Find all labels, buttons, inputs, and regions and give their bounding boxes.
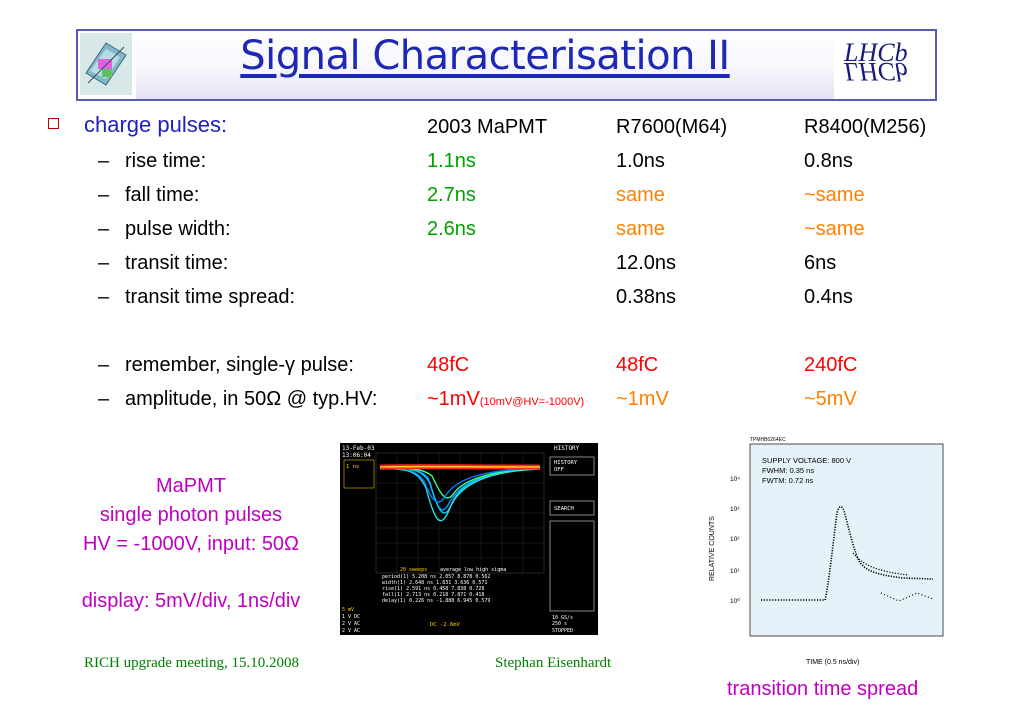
bullet-icon <box>48 118 59 129</box>
scope-stopped: STOPPED <box>552 628 573 634</box>
row-label-single-gamma: remember, single-γ pulse: <box>125 354 354 376</box>
mapmt-note-line: MaPMT <box>156 475 226 497</box>
dash: – <box>98 218 110 240</box>
transit-spread-r8400: 0.4ns <box>804 286 853 308</box>
scope-ch3: 2 V AC <box>342 621 360 627</box>
charge-mapmt: 48fC <box>427 354 470 376</box>
y-tick-label: 10³ <box>730 506 740 513</box>
scope-rate: 10 GS/s <box>552 615 573 621</box>
detector-logo-icon <box>80 33 132 95</box>
dash: – <box>98 252 110 274</box>
scope-channel-scale: 1 ns <box>346 464 359 470</box>
row-label-pulse-width: pulse width: <box>125 218 231 240</box>
amplitude-mapmt-value: ~1mV <box>427 388 480 410</box>
mapmt-note-line: single photon pulses <box>99 504 283 526</box>
transit-spread-r7600: 0.38ns <box>616 286 677 308</box>
plot-info-fwhm: FWHM: 0.35 ns <box>762 466 814 475</box>
scope-history-off: OFF <box>554 467 564 473</box>
plot-caption: transition time spread <box>727 678 919 700</box>
fall-time-r7600: same <box>616 184 665 206</box>
scope-stats-row: rise(1) 2.591 ns 0.458 7.838 0.728 <box>382 586 484 592</box>
mapmt-note-line: HV = -1000V, input: 50Ω <box>82 533 300 555</box>
transit-time-plot: TPMHB0264EC SUPPLY VOLTAGE: 800 V FWHM: … <box>703 433 946 673</box>
row-label-rise-time: rise time: <box>125 150 207 172</box>
scope-time: 13:06:04 <box>342 452 371 459</box>
fall-time-r8400: ~same <box>804 184 865 206</box>
rise-time-mapmt: 1.1ns <box>427 150 476 172</box>
dash: – <box>98 184 110 206</box>
scope-readout: DC -2.6mV <box>430 622 460 628</box>
oscilloscope-display: 13-Feb-03 13:06:04 HISTORY 1 ns HISTORY … <box>340 443 598 635</box>
svg-text:LHCb: LHCb <box>843 57 908 86</box>
transit-time-r8400: 6ns <box>804 252 837 274</box>
oscilloscope-screenshot: 13-Feb-03 13:06:04 HISTORY 1 ns HISTORY … <box>340 443 598 635</box>
plot-info-voltage: SUPPLY VOLTAGE: 800 V <box>762 456 851 465</box>
rise-time-r8400: 0.8ns <box>804 150 853 172</box>
dash: – <box>98 388 110 410</box>
y-tick-label: 10¹ <box>730 568 740 575</box>
scope-ch4: 2 V AC <box>342 628 360 634</box>
scope-rate-time: 250 s <box>552 621 567 627</box>
scope-ch2: 1 V DC <box>342 614 360 620</box>
transit-time-plot-svg: TPMHB0264EC SUPPLY VOLTAGE: 800 V FWHM: … <box>709 437 944 666</box>
y-tick-label: 10² <box>730 536 740 543</box>
scope-stats-row: period(1) 5.208 ns 2.057 8.878 0.562 <box>382 574 490 580</box>
row-label-amplitude: amplitude, in 50Ω @ typ.HV: <box>125 388 378 410</box>
scope-sweeps: 20 sweeps <box>400 567 427 573</box>
dash: – <box>98 150 110 172</box>
pulse-width-r7600: same <box>616 218 665 240</box>
footer-author: Stephan Eisenhardt <box>495 655 612 671</box>
scope-search-button: SEARCH <box>554 506 574 512</box>
amplitude-r8400: ~5mV <box>804 388 857 410</box>
plot-id-label: TPMHB0264EC <box>750 437 786 443</box>
charge-pulses-heading: charge pulses: <box>84 112 228 137</box>
y-tick-label: 10⁰ <box>730 597 740 605</box>
amplitude-r7600: ~1mV <box>616 388 669 410</box>
plot-y-axis-label: RELATIVE COUNTS <box>709 516 716 581</box>
plot-info-fwtm: FWTM: 0.72 ns <box>762 476 814 485</box>
svg-text:LHCb: LHCb <box>843 38 908 67</box>
amplitude-mapmt-note: (10mV@HV=-1000V) <box>479 396 585 408</box>
page-title: Signal Characterisation II <box>240 33 730 79</box>
rise-time-r7600: 1.0ns <box>616 150 665 172</box>
row-label-fall-time: fall time: <box>125 184 200 206</box>
charge-r8400: 240fC <box>804 354 858 376</box>
dash: – <box>98 286 110 308</box>
column-header-r7600: R7600(M64) <box>616 116 728 138</box>
dash: – <box>98 354 110 376</box>
charge-r7600: 48fC <box>616 354 659 376</box>
column-header-r8400: R8400(M256) <box>804 116 927 138</box>
scope-stats-row: delay(1) 0.226 ns -1.888 6.945 0.579 <box>382 598 490 604</box>
column-header-mapmt: 2003 MaPMT <box>427 116 548 138</box>
scope-ch1: 5 mV <box>342 607 354 613</box>
row-label-transit-time-spread: transit time spread: <box>125 286 296 308</box>
transit-time-r7600: 12.0ns <box>616 252 677 274</box>
scope-stats-header: average low high sigma <box>440 567 506 573</box>
footer-meeting: RICH upgrade meeting, 15.10.2008 <box>84 655 299 671</box>
scope-history-button: HISTORY <box>554 460 578 466</box>
plot-data-points <box>761 505 934 602</box>
amplitude-mapmt: ~1mV(10mV@HV=-1000V) <box>427 388 584 411</box>
mapmt-note: MaPMT single photon pulses HV = -1000V, … <box>46 472 336 616</box>
lhcb-logo-icon: LHCb LHCb <box>843 38 908 86</box>
scope-history-title: HISTORY <box>554 445 580 452</box>
mapmt-note-line: display: 5mV/div, 1ns/div <box>81 590 301 612</box>
pulse-width-mapmt: 2.6ns <box>427 218 476 240</box>
scope-date: 13-Feb-03 <box>342 445 375 452</box>
plot-x-axis-label: TIME (0.5 ns/div) <box>806 659 859 666</box>
scope-stats-row: fall(1) 2.713 ns 0.218 7.871 0.418 <box>382 592 484 598</box>
y-tick-label: 10⁴ <box>730 476 740 483</box>
pulse-width-r8400: ~same <box>804 218 865 240</box>
fall-time-mapmt: 2.7ns <box>427 184 476 206</box>
row-label-transit-time: transit time: <box>125 252 229 274</box>
plot-area <box>749 443 944 637</box>
title-background <box>136 31 834 99</box>
scope-stats-row: width(1) 2.648 ns 1.831 3.636 0.571 <box>382 580 487 586</box>
